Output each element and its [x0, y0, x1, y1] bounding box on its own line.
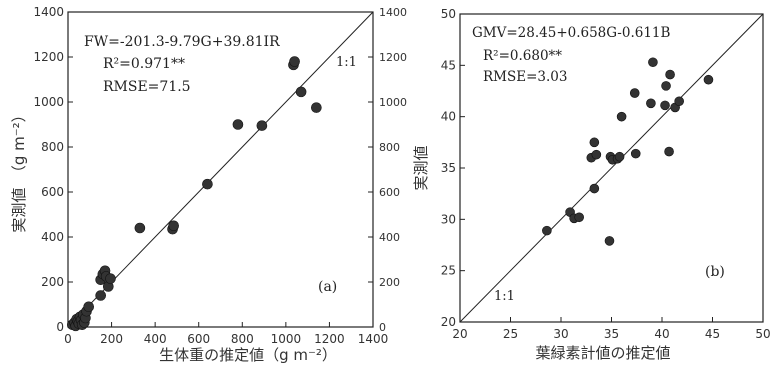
panel-a-data-point [232, 119, 244, 130]
panel-a-y-tick-label: 1200 [33, 50, 64, 64]
panel-b-data-point [574, 212, 584, 223]
panel-a-x-tick-label: 200 [100, 332, 123, 346]
panel-b-y-axis-label: 実測値 [412, 145, 430, 190]
panel-b-x-tick-label: 40 [654, 327, 669, 341]
panel-b-x-tick-label: 30 [553, 327, 568, 341]
panel-a-x-tick-label: 800 [231, 332, 254, 346]
panel-a-data-point [134, 222, 146, 234]
panel-a-y-tick-label: 0 [56, 320, 64, 334]
panel-a-data-point [105, 273, 116, 284]
panel-b-data-point [630, 148, 641, 159]
panel-a-y-tick-label: 600 [41, 185, 64, 199]
panel-a-equation: FW=-201.3-9.79G+39.81IR [84, 34, 280, 50]
panel-a-x-tick-label: 1200 [314, 332, 345, 346]
panel-a-right-y-tick-label: 1000 [379, 96, 407, 109]
panel-b-data-point [604, 236, 615, 246]
panel-a-right-y-tick-label: 800 [379, 141, 400, 154]
panel-a-data-point [311, 102, 322, 113]
panel-a-identity-line [67, 11, 374, 328]
panel-a-y-tick-label: 1000 [33, 95, 64, 109]
panel-b-y-tick-label: 30 [441, 212, 456, 226]
panel-b-identity-label: 1:1 [494, 289, 515, 304]
panel-a-y-tick-label: 400 [41, 230, 64, 244]
panel-a-data-point [95, 290, 106, 301]
panel-b-data-point [614, 151, 625, 162]
panel-b-x-tick-label: 45 [705, 327, 720, 341]
panel-a-data-point [168, 220, 179, 232]
panel-a-x-tick-label: 600 [187, 332, 210, 346]
panel-b-equation: GMV=28.45+0.658G-0.611B [472, 25, 671, 41]
panel-a-right-y-tick-label: 1400 [379, 6, 407, 19]
panel-a-y-tick-label: 1400 [33, 5, 64, 19]
panel-b-y-tick-label: 20 [441, 315, 456, 329]
panel-b-rmse: RMSE=3.03 [483, 69, 567, 85]
panel-a-right-y-tick-label: 1200 [379, 51, 407, 64]
panel-b-x-tick-label: 35 [604, 327, 619, 341]
panel-b-x-tick-label: 25 [503, 327, 518, 341]
panel-b-y-tick-label: 45 [441, 58, 456, 72]
panel-a-panel-label: (a) [318, 279, 337, 295]
panel-b-data-point [646, 98, 656, 109]
panel-a-x-tick-label: 1000 [271, 332, 302, 346]
panel-a-right-y-tick-label: 600 [379, 186, 400, 199]
panel-b-data-point [589, 137, 600, 148]
panel-b-data-point [665, 69, 675, 80]
panel-b-data-point [629, 88, 640, 98]
panel-a: 0 200 400 600 800 1000 1200 1400020040060080010… [10, 5, 407, 364]
panel-b-data-point [703, 74, 714, 85]
panel-b: 20 25 30 35 40 45 50 20 25 30 35 40 45 50 GMV=28.45+0… [412, 7, 771, 362]
panel-b-data-point [648, 57, 658, 68]
panel-b-panel-label: (b) [705, 264, 725, 280]
panel-b-x-axis-label: 葉緑素計値の推定値 [535, 344, 670, 362]
panel-b-data-point [616, 111, 627, 122]
panel-a-y-tick-label: 200 [41, 275, 64, 289]
panel-a-x-axis-label: 生体重の推定値（g m⁻²） [159, 346, 337, 364]
panel-b-identity-line [459, 13, 764, 323]
panel-b-data-point [660, 100, 670, 111]
panel-a-x-tick-label: 1400 [358, 332, 389, 346]
panel-b-y-tick-label: 35 [441, 161, 456, 175]
panel-a-data-point [289, 56, 300, 67]
panel-b-data-point [674, 96, 684, 107]
panel-a-y-tick-label: 800 [41, 140, 64, 154]
panel-a-data-point [83, 301, 94, 313]
panel-b-data-point [542, 225, 552, 236]
panel-a-right-y-tick-label: 0 [379, 321, 386, 334]
panel-a-rmse: RMSE=71.5 [103, 79, 191, 95]
panel-a-identity-label: 1:1 [336, 55, 357, 70]
panel-a-right-y-tick-label: 200 [379, 276, 400, 289]
panel-b-y-tick-label: 50 [441, 7, 456, 21]
panel-a-data-point [295, 86, 307, 98]
panel-a-x-tick-label: 400 [144, 332, 167, 346]
panel-b-y-tick-label: 25 [441, 264, 456, 278]
panel-b-y-tick-label: 40 [441, 110, 456, 124]
panel-b-ticks: 20 25 30 35 40 45 50 20 25 30 35 40 45 50 [441, 7, 771, 341]
panel-a-x-tick-label: 0 [64, 332, 72, 346]
panel-a-plot-frame [67, 11, 374, 328]
panel-a-ticks: 0 200 400 600 800 1000 1200 1400020040060080010… [33, 5, 407, 346]
panel-a-y-axis-label: 実測値 （g m⁻²） [10, 107, 28, 232]
panel-b-r2: R²=0.680** [483, 48, 562, 64]
panel-b-x-tick-label: 20 [452, 327, 467, 341]
panel-a-right-y-tick-label: 400 [379, 231, 400, 244]
panel-a-r2: R²=0.971** [103, 56, 185, 72]
panel-b-data-point [591, 149, 602, 160]
panel-a-data-point [202, 178, 213, 190]
panel-b-data-point [664, 146, 674, 157]
panel-a-data-point [256, 120, 268, 131]
panel-b-data-point [661, 81, 671, 91]
panel-b-data-point [589, 183, 600, 194]
panel-a-points [67, 56, 322, 332]
panel-b-points [542, 57, 714, 246]
panel-b-x-tick-label: 50 [755, 327, 770, 341]
